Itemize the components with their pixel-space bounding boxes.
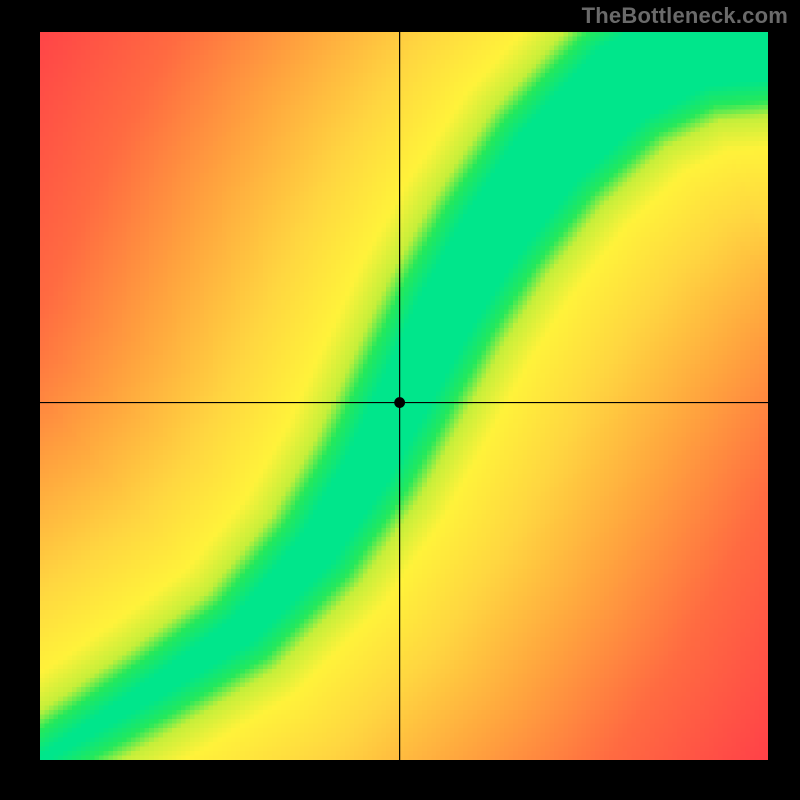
bottleneck-heatmap: [40, 32, 768, 760]
watermark-text: TheBottleneck.com: [582, 3, 788, 29]
plot-area: [40, 32, 768, 760]
chart-frame: TheBottleneck.com: [0, 0, 800, 800]
